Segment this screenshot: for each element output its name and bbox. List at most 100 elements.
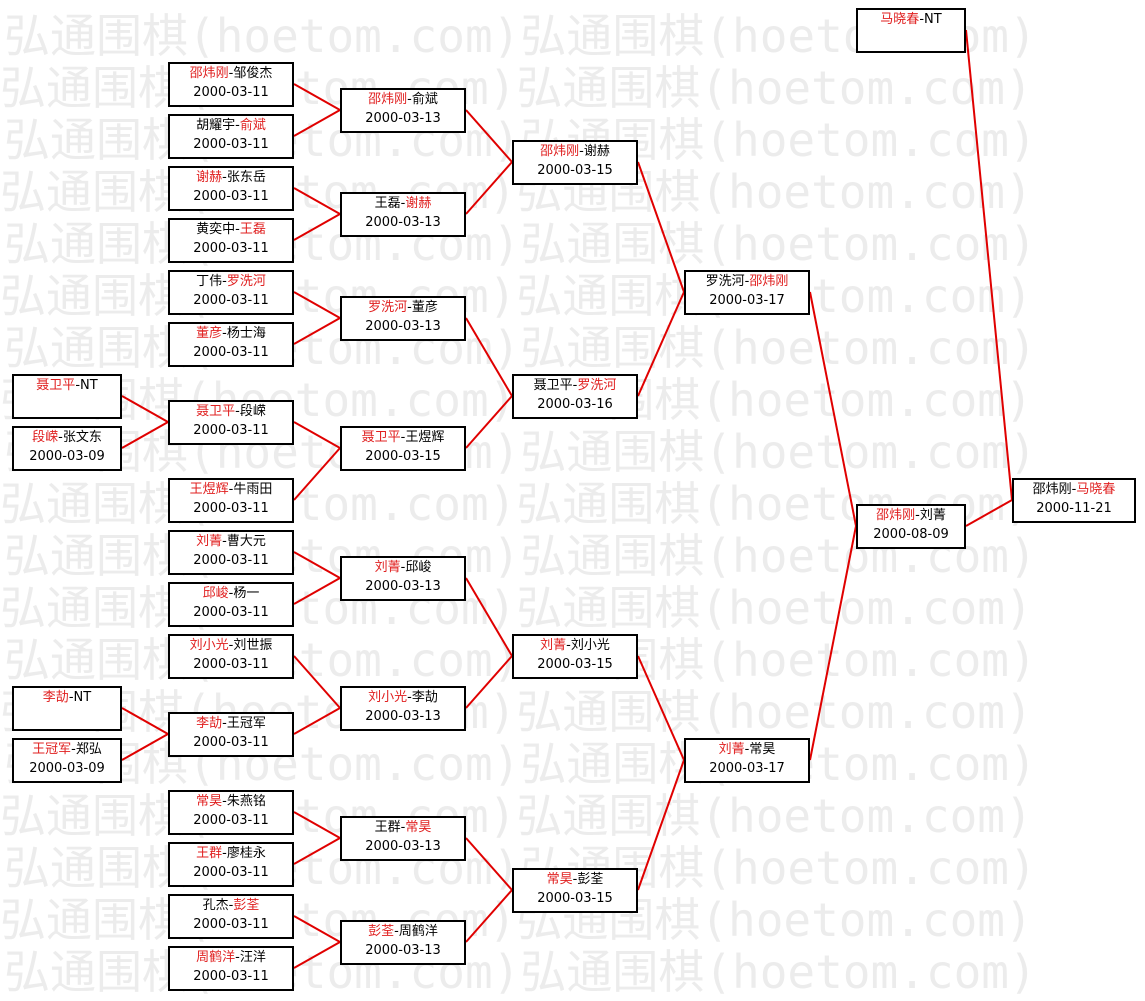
match-players: 常昊-彭荃	[514, 870, 636, 889]
match-date: 2000-03-15	[537, 657, 613, 672]
match-box[interactable]: 李劼-王冠军 2000-03-11	[168, 712, 294, 757]
match-box[interactable]: 刘菁-常昊 2000-03-17	[684, 738, 810, 783]
match-box[interactable]: 聂卫平-王煜辉 2000-03-15	[340, 426, 466, 471]
player-name: 罗洗河	[705, 274, 745, 289]
match-date: 2000-08-09	[873, 527, 949, 542]
match-date: 2000-03-11	[193, 241, 269, 256]
match-box[interactable]: 孔杰-彭荃 2000-03-11	[168, 894, 294, 939]
match-players: 罗洗河-邵炜刚	[686, 272, 808, 291]
player-name: 邹俊杰	[233, 66, 273, 81]
separator: -	[68, 690, 74, 705]
match-players: 聂卫平-NT	[14, 376, 120, 395]
match-box[interactable]: 周鹤洋-汪洋 2000-03-11	[168, 946, 294, 991]
separator: -	[222, 846, 227, 861]
player-name: 邱峻	[202, 586, 229, 601]
player-name: 孔杰	[202, 898, 229, 913]
player-name: 王煜辉	[189, 482, 229, 497]
match-box[interactable]: 黄奕中-王磊 2000-03-11	[168, 218, 294, 263]
match-box[interactable]: 常昊-彭荃 2000-03-15	[512, 868, 638, 913]
player-name: 汪洋	[239, 950, 266, 965]
player-name: 刘菁	[196, 534, 223, 549]
player-name: 邵炜刚	[540, 144, 580, 159]
separator: -	[58, 430, 63, 445]
separator: -	[228, 638, 234, 653]
bracket-connector	[465, 655, 513, 709]
match-date: 2000-03-09	[29, 449, 105, 464]
player-name: 聂卫平	[196, 404, 236, 419]
match-box[interactable]: 刘小光-刘世振 2000-03-11	[168, 634, 294, 679]
match-box[interactable]: 罗洗河-邵炜刚 2000-03-17	[684, 270, 810, 315]
match-box[interactable]: 刘小光-李劼 2000-03-13	[340, 686, 466, 731]
match-date: 2000-03-15	[365, 449, 441, 464]
match-box[interactable]: 邵炜刚-谢赫 2000-03-15	[512, 140, 638, 185]
match-box[interactable]: 聂卫平-NT	[12, 374, 122, 419]
match-box[interactable]: 段嵘-张文东 2000-03-09	[12, 426, 122, 471]
match-box[interactable]: 彭荃-周鹤洋 2000-03-13	[340, 920, 466, 965]
match-box[interactable]: 刘菁-邱峻 2000-03-13	[340, 556, 466, 601]
separator: -	[572, 378, 578, 393]
separator: -	[407, 92, 412, 107]
player-name: 牛雨田	[233, 482, 273, 497]
match-players: 王群-常昊	[342, 818, 464, 837]
separator: -	[222, 716, 227, 731]
match-date: 2000-03-11	[193, 345, 269, 360]
player-name: 彭荃	[233, 898, 260, 913]
player-name: 邱峻	[405, 560, 432, 575]
player-name: 丁伟	[196, 274, 223, 289]
match-players: 彭荃-周鹤洋	[342, 922, 464, 941]
player-name: NT	[73, 690, 92, 705]
separator: -	[579, 144, 584, 159]
match-date: 2000-03-11	[193, 917, 269, 932]
player-name: 聂卫平	[361, 430, 401, 445]
bracket-connector	[293, 421, 341, 449]
match-players: 聂卫平-罗洗河	[514, 376, 636, 395]
match-box[interactable]: 刘菁-刘小光 2000-03-15	[512, 634, 638, 679]
match-box[interactable]: 常昊-朱燕铭 2000-03-11	[168, 790, 294, 835]
bracket-connector	[465, 577, 513, 657]
match-players: 邵炜刚-刘菁	[858, 506, 964, 525]
match-box[interactable]: 刘菁-曹大元 2000-03-11	[168, 530, 294, 575]
player-name: 谢赫	[583, 144, 610, 159]
match-players: 谢赫-张东岳	[170, 168, 292, 187]
bracket-connector	[465, 317, 513, 397]
match-box[interactable]: 邵炜刚-马晓春 2000-11-21	[1012, 478, 1136, 523]
match-box[interactable]: 聂卫平-罗洗河 2000-03-16	[512, 374, 638, 419]
player-name: 刘小光	[368, 690, 408, 705]
bracket-connector	[637, 655, 685, 761]
match-box[interactable]: 谢赫-张东岳 2000-03-11	[168, 166, 294, 211]
match-date: 2000-03-11	[193, 605, 269, 620]
match-box[interactable]: 聂卫平-段嵘 2000-03-11	[168, 400, 294, 445]
match-date: 2000-03-17	[709, 761, 785, 776]
match-box[interactable]: 王群-廖桂永 2000-03-11	[168, 842, 294, 887]
match-box[interactable]: 李劼-NT	[12, 686, 122, 731]
match-players: 刘小光-李劼	[342, 688, 464, 707]
separator: -	[75, 378, 81, 393]
match-box[interactable]: 马晓春-NT	[856, 8, 966, 53]
player-name: 王磊	[239, 222, 266, 237]
match-date: 2000-03-15	[537, 163, 613, 178]
match-box[interactable]: 邱峻-杨一 2000-03-11	[168, 582, 294, 627]
bracket-connector	[965, 499, 1013, 527]
separator: -	[228, 898, 234, 913]
player-name: 刘世振	[233, 638, 273, 653]
match-box[interactable]: 王冠军-郑弘 2000-03-09	[12, 738, 122, 783]
bracket-connector	[293, 317, 341, 345]
match-box[interactable]: 丁伟-罗洗河 2000-03-11	[168, 270, 294, 315]
match-box[interactable]: 王群-常昊 2000-03-13	[340, 816, 466, 861]
match-box[interactable]: 邵炜刚-俞斌 2000-03-13	[340, 88, 466, 133]
player-name: 常昊	[405, 820, 432, 835]
match-date: 2000-03-13	[365, 319, 441, 334]
match-box[interactable]: 董彦-杨士海 2000-03-11	[168, 322, 294, 367]
player-name: 马晓春	[880, 12, 920, 27]
match-box[interactable]: 罗洗河-董彦 2000-03-13	[340, 296, 466, 341]
match-box[interactable]: 邵炜刚-邹俊杰 2000-03-11	[168, 62, 294, 107]
player-name: 刘小光	[189, 638, 229, 653]
separator: -	[235, 404, 240, 419]
match-box[interactable]: 王煜辉-牛雨田 2000-03-11	[168, 478, 294, 523]
match-box[interactable]: 王磊-谢赫 2000-03-13	[340, 192, 466, 237]
match-date: 2000-03-11	[193, 865, 269, 880]
match-date: 2000-03-16	[537, 397, 613, 412]
match-players: 黄奕中-王磊	[170, 220, 292, 239]
match-box[interactable]: 胡耀宇-俞斌 2000-03-11	[168, 114, 294, 159]
match-box[interactable]: 邵炜刚-刘菁 2000-08-09	[856, 504, 966, 549]
